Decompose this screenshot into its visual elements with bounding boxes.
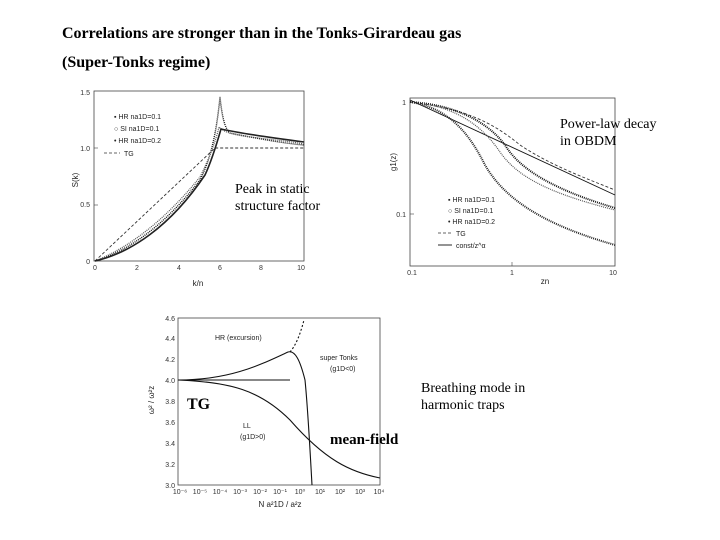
peak-line2: structure factor (235, 199, 321, 214)
plot-frame (93, 90, 305, 262)
const-line (409, 99, 616, 196)
plot-frame (177, 317, 381, 486)
xtick-1: 1 (510, 270, 514, 277)
slide-title-line2: (Super-Tonks regime) (62, 54, 211, 71)
svg-text:10⁻⁵: 10⁻⁵ (193, 489, 207, 496)
y-axis-label: ω² / ω²z (147, 386, 156, 415)
breathing-line1: Breathing mode in (421, 381, 526, 396)
breathing-annotation: Breathing mode in harmonic traps (421, 380, 525, 414)
structure-factor-plot: 0 0.5 1.0 1.5 0 2 4 6 8 10 k/n S(k) ▪ HR… (71, 90, 305, 288)
svg-text:4.4: 4.4 (165, 336, 175, 343)
hr01-curve (94, 96, 305, 262)
svg-text:4.0: 4.0 (165, 378, 175, 385)
ll-cond: (g1D>0) (240, 434, 265, 441)
legend-item-0: ▪ HR na1D=0.1 (448, 197, 495, 204)
slide-title-line1: Correlations are stronger than in the To… (62, 25, 462, 42)
power-law-line1: Power-law decay (560, 117, 657, 132)
mean-field-annotation: mean-field (330, 432, 399, 448)
svg-text:10⁻¹: 10⁻¹ (273, 489, 287, 496)
ll-curve (177, 379, 381, 479)
svg-text:3.4: 3.4 (165, 441, 175, 448)
svg-text:10⁻²: 10⁻² (253, 489, 267, 496)
hr01-curve (409, 101, 616, 209)
peak-line1: Peak in static (235, 182, 310, 197)
legend-item-1: ○ SI na1D=0.1 (448, 208, 493, 215)
x-axis-label: k/n (193, 279, 204, 288)
legend-item-2: • HR na1D=0.2 (448, 219, 495, 226)
x-axis-label: zn (541, 277, 549, 286)
legend: ▪ HR na1D=0.1 ○ SI na1D=0.1 • HR na1D=0.… (104, 114, 161, 158)
svg-text:10¹: 10¹ (315, 489, 326, 496)
obdm-plot: 1 0.1 0.1 1 10 zn g1(z) ▪ HR na1D=0.1 ○ … (389, 97, 617, 286)
super-tonks-label: super Tonks (320, 355, 358, 362)
xtick-1: 2 (135, 265, 139, 272)
breathing-mode-plot: 3.0 3.2 3.4 3.6 3.8 4.0 4.2 4.4 4.6 10⁻⁶… (147, 316, 385, 509)
xtick-0: 0 (93, 265, 97, 272)
si01-curve (94, 125, 305, 262)
svg-text:10⁴: 10⁴ (374, 489, 385, 496)
svg-text:3.0: 3.0 (165, 483, 175, 490)
ytick-0: 1 (402, 100, 406, 107)
x-axis-label: N a²1D / a²z (258, 500, 301, 509)
ytick-1: 0.5 (80, 202, 90, 209)
svg-text:10²: 10² (335, 489, 346, 496)
si01-curve (409, 101, 616, 211)
tg-annotation: TG (187, 396, 211, 413)
power-law-line2: in OBDM (560, 134, 617, 149)
hr-excursion-label: HR (excursion) (215, 335, 262, 342)
svg-text:4.2: 4.2 (165, 357, 175, 364)
xtick-0: 0.1 (407, 270, 417, 277)
ytick-2: 1.0 (80, 146, 90, 153)
svg-text:3.2: 3.2 (165, 462, 175, 469)
y-axis-label: g1(z) (389, 153, 398, 172)
y-ticks: 3.0 3.2 3.4 3.6 3.8 4.0 4.2 4.4 4.6 (165, 316, 175, 490)
xtick-5: 10 (297, 265, 305, 272)
ytick-0: 0 (86, 259, 90, 266)
legend-item-3: TG (456, 231, 466, 238)
svg-text:10⁰: 10⁰ (295, 488, 306, 496)
xtick-2: 4 (177, 265, 181, 272)
hr02-curve (409, 101, 616, 246)
legend-item-0: ▪ HR na1D=0.1 (114, 114, 161, 121)
svg-text:10³: 10³ (355, 489, 366, 496)
ytick-3: 1.5 (80, 90, 90, 97)
legend-item-4: const/z^α (456, 243, 486, 250)
xtick-4: 8 (259, 265, 263, 272)
legend-item-2: • HR na1D=0.2 (114, 138, 161, 145)
peak-annotation: Peak in static structure factor (235, 181, 320, 215)
svg-text:4.6: 4.6 (165, 316, 175, 323)
legend: ▪ HR na1D=0.1 ○ SI na1D=0.1 • HR na1D=0.… (438, 197, 495, 250)
legend-item-3: TG (124, 151, 134, 158)
ll-label: LL (243, 423, 251, 430)
hr-excursion-curve (289, 319, 305, 353)
svg-text:3.8: 3.8 (165, 399, 175, 406)
hr02-curve (94, 128, 305, 262)
svg-text:10⁻⁶: 10⁻⁶ (173, 489, 187, 496)
super-tonks-cond: (g1D<0) (330, 366, 355, 373)
svg-text:10⁻³: 10⁻³ (233, 489, 247, 496)
xtick-2: 10 (609, 270, 617, 277)
legend-item-1: ○ SI na1D=0.1 (114, 126, 159, 133)
ytick-1: 0.1 (396, 212, 406, 219)
x-ticks: 10⁻⁶ 10⁻⁵ 10⁻⁴ 10⁻³ 10⁻² 10⁻¹ 10⁰ 10¹ 10… (173, 488, 385, 496)
svg-text:10⁻⁴: 10⁻⁴ (213, 489, 228, 496)
plot-frame (409, 97, 616, 267)
breathing-line2: harmonic traps (421, 398, 505, 413)
super-tonks-curve (177, 351, 313, 486)
power-law-annotation: Power-law decay in OBDM (560, 116, 657, 150)
xtick-3: 6 (218, 265, 222, 272)
svg-text:3.6: 3.6 (165, 420, 175, 427)
y-axis-label: S(k) (71, 172, 80, 187)
